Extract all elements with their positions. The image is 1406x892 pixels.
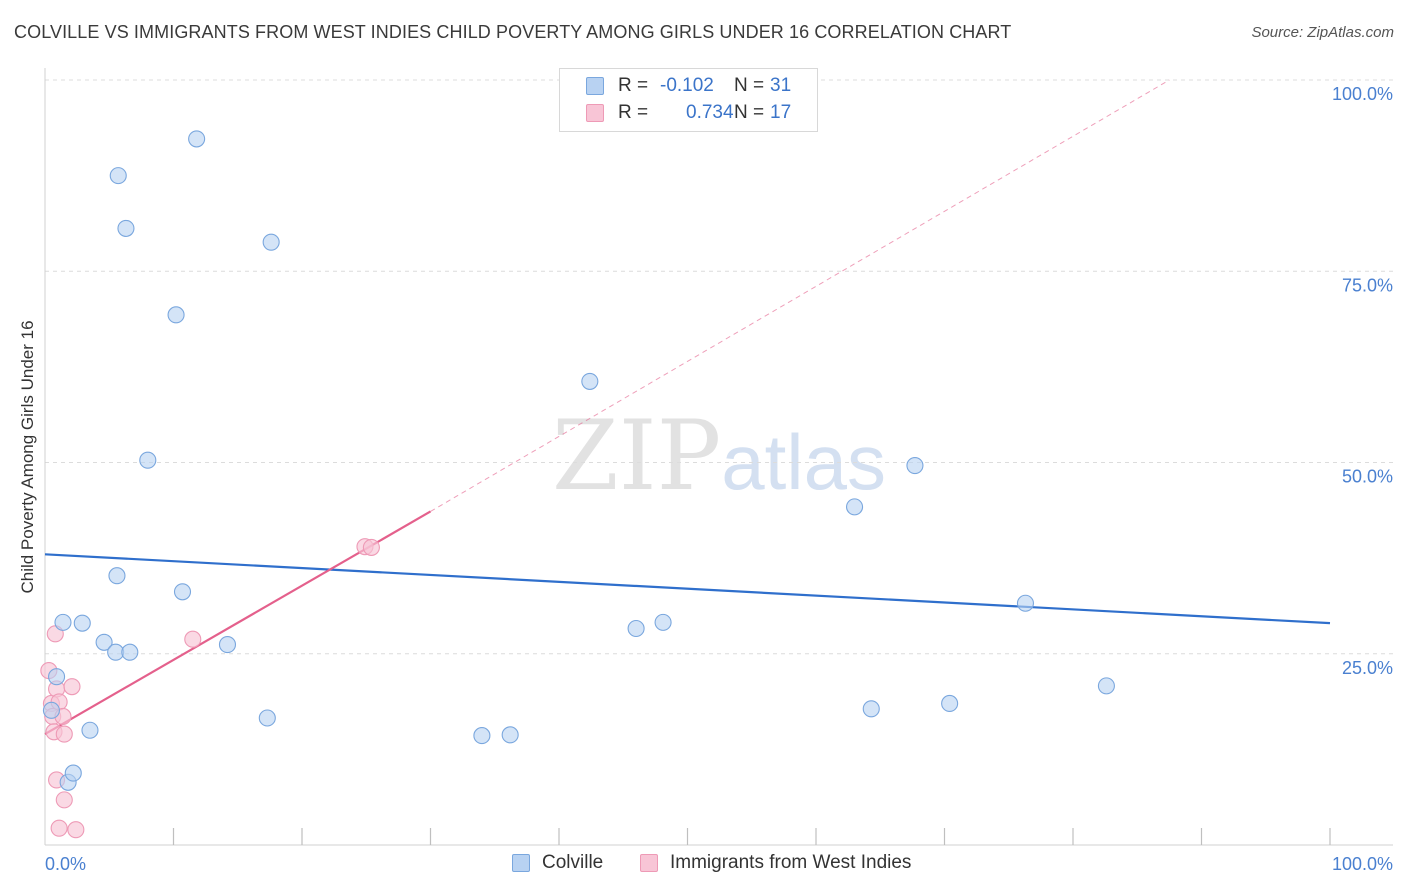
point-colville (54, 613, 72, 631)
point-layer (40, 130, 1115, 839)
point-west-indies (50, 819, 68, 837)
point-colville (121, 643, 139, 661)
y-tick-label: 50.0% (1342, 467, 1393, 487)
point-colville (95, 633, 113, 651)
watermark-zip: ZIP (552, 400, 722, 512)
point-colville (654, 613, 672, 631)
point-colville (941, 694, 959, 713)
point-colville (581, 372, 599, 390)
chart-title: COLVILLE VS IMMIGRANTS FROM WEST INDIES … (14, 22, 1012, 42)
legend-n-value: 31 (770, 75, 792, 96)
point-west-indies (362, 538, 380, 556)
legend-r-value: 0.734 (686, 102, 734, 123)
point-colville (262, 233, 280, 251)
point-colville (627, 619, 645, 638)
bottom-legend-label: Colville (542, 852, 604, 873)
point-colville (188, 130, 206, 148)
point-west-indies (55, 791, 73, 809)
x-tick-label-max: 100.0% (1332, 854, 1393, 874)
point-colville (1016, 594, 1035, 612)
point-colville (108, 567, 126, 585)
point-colville (862, 700, 880, 718)
x-tick-label-min: 0.0% (45, 854, 86, 874)
point-colville (845, 498, 864, 516)
point-west-indies (67, 821, 85, 839)
watermark: ZIPatlas (552, 400, 886, 512)
point-colville (81, 721, 99, 739)
legend-swatch-colville (586, 77, 604, 95)
point-colville (64, 764, 82, 782)
legend-swatch-west-indies (586, 104, 604, 122)
legend-n-label: N = (734, 102, 765, 123)
source-label: Source: ZipAtlas.com (1251, 24, 1394, 41)
point-colville (167, 306, 185, 324)
point-colville (117, 219, 135, 237)
y-tick-label: 75.0% (1342, 275, 1393, 295)
y-tick-label: 25.0% (1342, 658, 1393, 678)
point-colville (473, 727, 491, 745)
trend-line-colville (44, 553, 1331, 625)
y-tick-label: 100.0% (1332, 84, 1393, 104)
point-west-indies (63, 678, 81, 696)
point-colville (73, 614, 91, 632)
grid-layer (45, 79, 1393, 655)
bottom-legend-swatch-colville (512, 854, 530, 872)
legend-r-label: R = (618, 102, 649, 123)
point-colville (42, 701, 60, 719)
legend-r-value: -0.102 (660, 75, 714, 96)
point-colville (173, 583, 192, 601)
point-west-indies (184, 630, 202, 648)
trend-line-west-indies-extended (430, 79, 1170, 512)
point-colville (139, 451, 157, 469)
watermark-atlas: atlas (721, 418, 886, 506)
legend-n-label: N = (734, 75, 765, 96)
point-colville (48, 668, 66, 686)
legend-r-label: R = (618, 75, 649, 96)
point-colville (501, 726, 519, 744)
point-west-indies (55, 725, 73, 743)
axis-layer (44, 68, 1393, 846)
label-layer: 25.0% 50.0% 75.0% 100.0% 0.0% 100.0% (45, 84, 1393, 874)
bottom-legend-swatch-west-indies (640, 854, 658, 872)
bottom-legend-label: Immigrants from West Indies (670, 852, 912, 873)
point-colville (258, 709, 276, 727)
stats-legend: R = -0.102 N = 31 R = 0.734 N = 17 (559, 68, 818, 132)
point-colville (109, 167, 127, 185)
point-colville (906, 457, 924, 475)
point-colville (218, 636, 237, 654)
trend-layer (44, 79, 1331, 736)
point-colville (1097, 677, 1115, 695)
legend-n-value: 17 (770, 102, 792, 123)
